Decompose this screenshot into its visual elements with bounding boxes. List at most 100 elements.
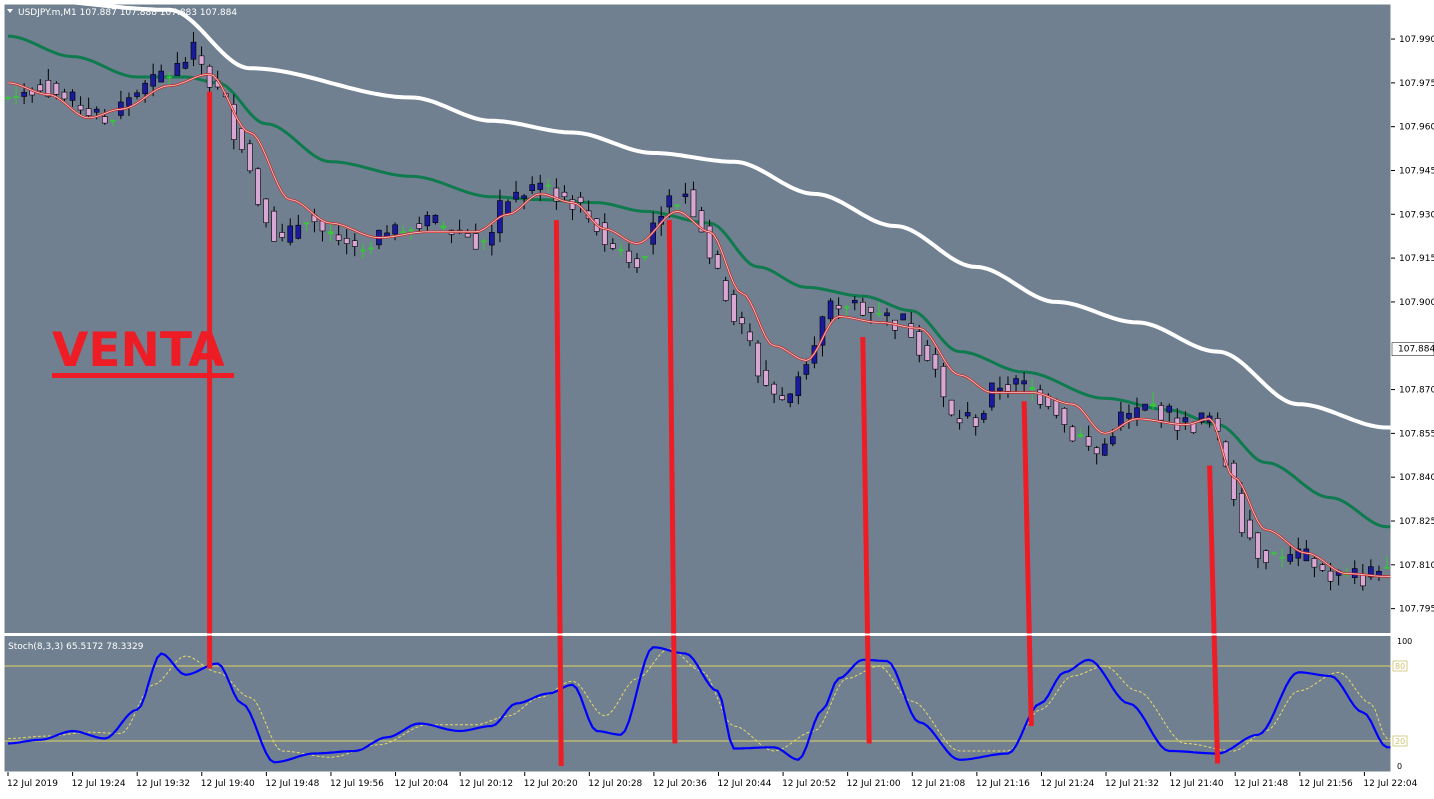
stochastic-pane[interactable]: [4, 636, 1391, 772]
candle: [1198, 412, 1205, 425]
candle: [1134, 397, 1140, 427]
candle: [771, 381, 777, 404]
candle: [1263, 549, 1269, 570]
candle-body: [134, 92, 140, 97]
candle-body: [553, 187, 560, 202]
candle: [932, 347, 939, 378]
candle-body: [537, 182, 544, 190]
candle-body: [480, 240, 487, 243]
time-tick-label: 12 Jul 21:56: [1299, 779, 1353, 789]
candle-body: [1069, 426, 1076, 442]
candle: [964, 402, 971, 419]
candle-body: [464, 233, 471, 238]
candle-body: [771, 383, 777, 395]
candle-body: [980, 413, 987, 420]
candle-body: [521, 195, 527, 199]
candle-body: [706, 225, 713, 259]
time-tick-label: 12 Jul 20:44: [717, 779, 771, 789]
candle: [1158, 402, 1164, 428]
candle: [537, 174, 544, 201]
candle-body: [755, 342, 761, 377]
candle-body: [916, 331, 923, 356]
candle-body: [561, 191, 568, 198]
candle: [843, 304, 850, 318]
candle: [860, 297, 866, 317]
candle-body: [77, 105, 84, 111]
candle: [1005, 376, 1011, 398]
candle: [690, 181, 697, 218]
candle-body: [231, 103, 237, 140]
candle: [827, 298, 834, 323]
candle-body: [182, 61, 189, 69]
candle: [682, 182, 689, 204]
candle: [1311, 554, 1318, 578]
candle: [545, 178, 552, 193]
candle-body: [110, 119, 116, 122]
sell-signal-line: [1021, 401, 1034, 727]
candle-body: [529, 184, 535, 192]
candle-body: [1110, 436, 1116, 445]
candle-body: [295, 224, 302, 239]
price-tick-label: 107.915: [1399, 254, 1434, 264]
stochastic-main-line: [7, 646, 1391, 764]
candle: [739, 311, 745, 335]
candle-body: [803, 364, 810, 375]
candle: [110, 119, 116, 126]
time-axis[interactable]: 12 Jul 2019 12 Jul 19:24 12 Jul 19:32 12 Ju…: [7, 772, 1418, 789]
candle-body: [424, 215, 431, 227]
candle-body: [1247, 519, 1253, 539]
candle: [755, 340, 761, 384]
candle: [101, 108, 108, 125]
candle: [432, 214, 439, 225]
candle-body: [271, 210, 277, 242]
candle: [1271, 550, 1277, 556]
candle: [924, 339, 931, 362]
candle-body: [730, 294, 737, 322]
stochastic-axis[interactable]: 100 80 20 0: [1392, 637, 1412, 771]
candle: [5, 96, 11, 102]
candles-layer: [5, 32, 1390, 591]
candle: [424, 211, 431, 231]
candle-body: [1255, 532, 1261, 559]
candle-body: [787, 393, 794, 403]
candle-body: [1303, 548, 1310, 562]
candle-body: [343, 238, 350, 244]
candle: [1279, 548, 1285, 568]
candle: [722, 276, 729, 302]
candle-body: [392, 224, 398, 235]
candle-body: [303, 222, 310, 225]
candle: [900, 313, 906, 321]
price-tick-label: 107.930: [1399, 210, 1434, 220]
candle: [803, 358, 810, 380]
candle: [876, 302, 882, 318]
time-tick-label: 12 Jul 19:48: [265, 779, 319, 789]
chevron-down-icon[interactable]: [7, 9, 13, 13]
time-tick-label: 12 Jul 20:12: [459, 779, 513, 789]
candle: [1384, 556, 1390, 569]
symbol-header[interactable]: USDJPY.m,M1 107.887 107.888 107.883 107.…: [7, 8, 237, 18]
stochastic-level-label: 20: [1395, 737, 1405, 746]
stochastic-title: Stoch(8,3,3) 65.5172 78.3329: [8, 642, 144, 652]
candle: [561, 185, 568, 202]
candle-body: [835, 305, 842, 310]
candle-body: [747, 331, 753, 342]
candle: [972, 414, 979, 436]
candle: [763, 360, 769, 387]
candle-body: [1287, 554, 1294, 562]
candle-body: [698, 210, 705, 233]
candle-body: [1182, 417, 1189, 423]
candle: [1142, 403, 1148, 412]
fast-ma-highlight: [7, 73, 1391, 577]
candle-body: [37, 84, 44, 92]
candle: [1255, 531, 1261, 569]
candle: [13, 86, 19, 105]
candle: [327, 221, 334, 242]
candle-body: [335, 234, 342, 241]
candle: [1061, 407, 1068, 433]
price-axis[interactable]: 107.990 107.975 107.960 107.945 107.930 107.9…: [1391, 35, 1434, 615]
candle-body: [1279, 556, 1285, 559]
candle: [1150, 392, 1156, 410]
price-tick-label: 107.810: [1399, 561, 1434, 571]
